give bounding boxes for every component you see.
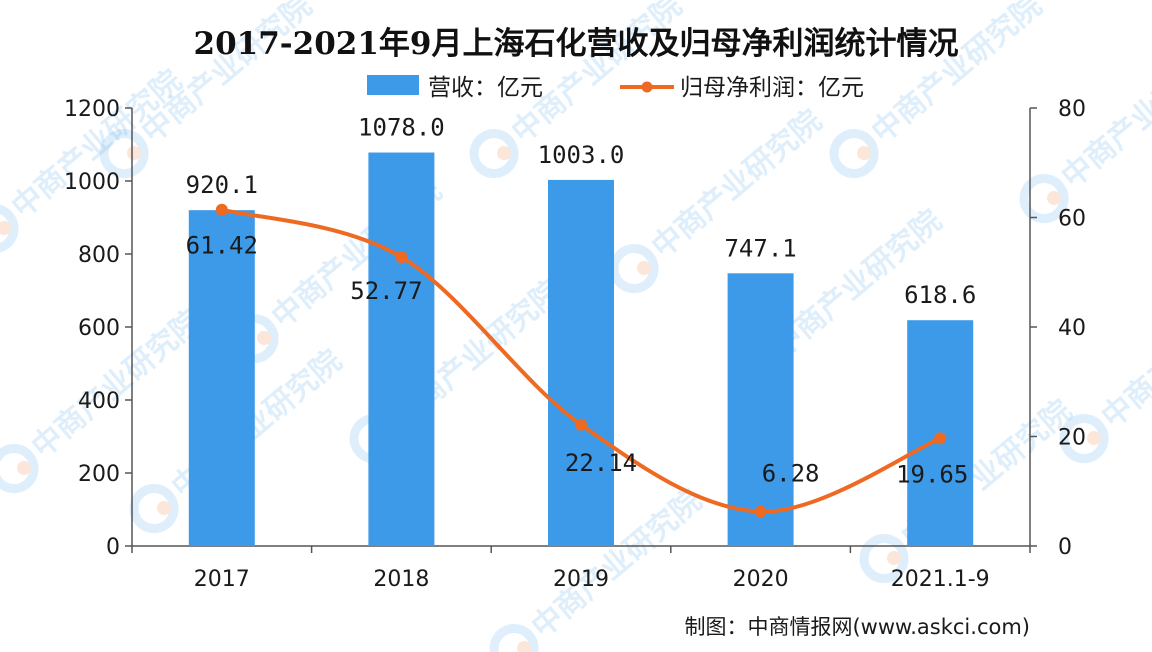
line-value-label: 52.77 [350, 277, 422, 305]
source-credit: 制图：中商情报网(www.askci.com) [684, 615, 1030, 639]
right-tick-label: 40 [1058, 316, 1086, 341]
watermark: 中商产业研究院 [0, 63, 189, 254]
axes: 0 200 400 600 800 1000 1200 0 20 40 60 80 2017 2018 20… [64, 97, 1086, 592]
watermark-logo-dot [1047, 191, 1062, 206]
watermark-logo-dot [157, 501, 172, 516]
line-point [215, 203, 228, 216]
bar [188, 210, 255, 546]
watermark-logo-icon [129, 484, 179, 534]
legend-revenue-label: 营收：亿元 [428, 75, 543, 101]
x-tick-label: 2021.1-9 [891, 567, 990, 592]
watermark-logo-dot [637, 261, 652, 276]
left-tick-label: 1200 [64, 97, 120, 122]
watermark-logo-dot [127, 146, 142, 161]
legend-profit-label: 归母净利润：亿元 [680, 75, 864, 101]
line-value-label: 22.14 [565, 449, 637, 477]
watermark-logo-icon [489, 624, 539, 652]
line-point [395, 251, 408, 264]
line-point [575, 418, 587, 431]
watermark-text: 中商产业研究院 [1095, 273, 1152, 435]
legend-bar-swatch [367, 75, 419, 95]
line-value-label: 19.65 [896, 460, 968, 488]
left-tick-label: 1000 [64, 170, 120, 195]
watermark-logo-icon [0, 204, 19, 254]
bar [727, 273, 794, 546]
watermark-logo-dot [17, 461, 32, 476]
bar-value-label: 618.6 [904, 281, 976, 309]
watermark-logo-dot [497, 146, 512, 161]
bar-series [188, 152, 974, 546]
left-tick-label: 200 [78, 462, 120, 487]
right-tick-label: 0 [1058, 535, 1072, 560]
legend-line-marker [641, 81, 653, 93]
watermark-logo-dot [887, 551, 902, 566]
bar [548, 179, 614, 546]
x-tick-label: 2019 [553, 567, 609, 592]
left-tick-label: 800 [78, 243, 120, 268]
bar [368, 152, 435, 546]
watermark: 中商产业研究院 [609, 103, 829, 294]
x-tick-label: 2018 [373, 567, 429, 592]
watermark-logo-dot [857, 146, 872, 161]
bar-value-label: 1003.0 [538, 141, 625, 169]
bar-value-label: 1078.0 [358, 114, 445, 142]
left-tick-label: 400 [78, 389, 120, 414]
bar-value-label: 747.1 [724, 234, 796, 262]
line-value-label: 6.28 [762, 460, 820, 488]
watermark-logo-icon [1019, 174, 1069, 224]
watermark-logo-icon [99, 129, 149, 179]
watermark-logo-icon [1059, 414, 1109, 464]
line-point [934, 432, 947, 445]
watermark-logo-icon [829, 129, 879, 179]
watermark-logo-dot [257, 331, 272, 346]
x-tick-label: 2017 [194, 567, 250, 592]
legend: 营收：亿元 归母净利润：亿元 [367, 75, 864, 101]
line-value-label: 61.42 [186, 232, 258, 260]
watermark-text: 中商产业研究院 [865, 0, 1048, 150]
x-tick-label: 2020 [733, 567, 789, 592]
watermark-logo-dot [0, 221, 12, 236]
watermark: 中商产业研究院 [1019, 33, 1152, 224]
left-tick-label: 600 [78, 316, 120, 341]
line-series [215, 203, 947, 518]
bar-value-label: 920.1 [186, 171, 258, 199]
right-tick-label: 60 [1058, 207, 1086, 232]
watermark-logo-icon [469, 129, 519, 179]
right-tick-label: 80 [1058, 97, 1086, 122]
right-tick-label: 20 [1058, 426, 1086, 451]
watermark-logo-dot [1087, 431, 1102, 446]
watermark-logo-icon [0, 444, 39, 494]
chart-title: 2017-2021年9月上海石化营收及归母净利润统计情况 [194, 26, 959, 62]
left-tick-label: 0 [106, 535, 120, 560]
data-labels: 920.1 1078.0 1003.0 747.1 618.6 61.42 52.77 22.… [186, 114, 977, 489]
watermark-logo-icon [609, 244, 659, 294]
line-point [754, 505, 767, 518]
